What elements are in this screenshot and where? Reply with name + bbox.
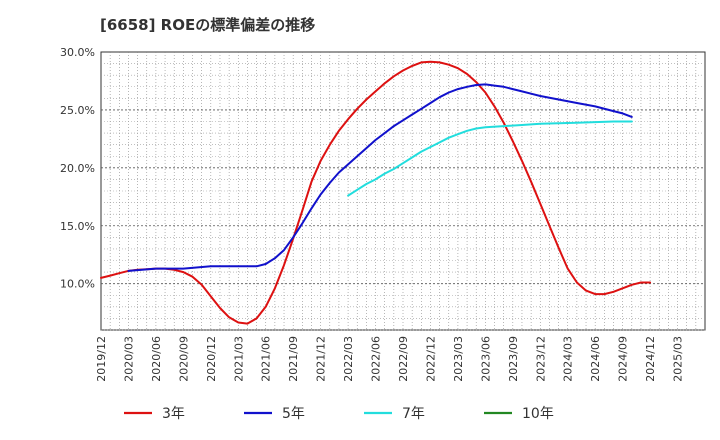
x-tick-label: 2020/12 <box>205 336 218 382</box>
series-line-7年 <box>347 120 633 197</box>
y-tick-label: 25.0% <box>60 104 95 117</box>
x-tick-label: 2024/06 <box>589 336 602 382</box>
x-tick-label: 2025/03 <box>672 336 685 382</box>
y-tick-label: 15.0% <box>60 220 95 233</box>
y-axis-ticks: 10.0% 15.0% 20.0% 25.0% 30.0% <box>60 46 95 291</box>
grid <box>101 52 705 331</box>
x-tick-label: 2022/03 <box>342 336 355 382</box>
legend-label: 10年 <box>522 406 554 422</box>
x-tick-label: 2022/09 <box>397 336 410 382</box>
x-tick-label: 2023/12 <box>534 336 547 382</box>
x-axis-ticks: 2019/12 2020/03 2020/06 2020/09 2020/12 2021/… <box>95 336 685 382</box>
x-tick-label: 2021/06 <box>260 336 273 382</box>
x-tick-label: 2021/09 <box>287 336 300 382</box>
series-layer <box>100 60 652 325</box>
x-tick-label: 2021/03 <box>232 336 245 382</box>
legend-label: 5年 <box>282 406 305 422</box>
series-line-5年 <box>127 83 633 272</box>
x-tick-label: 2023/03 <box>452 336 465 382</box>
chart-title: [6658] ROEの標準偏差の推移 <box>100 16 316 34</box>
x-tick-label: 2020/03 <box>122 336 135 382</box>
series-line-3年 <box>100 60 652 325</box>
x-tick-label: 2024/12 <box>644 336 657 382</box>
legend: 3年 5年 7年 10年 <box>124 406 554 422</box>
legend-label: 7年 <box>402 406 425 422</box>
y-tick-label: 30.0% <box>60 46 95 59</box>
x-tick-label: 2020/06 <box>150 336 163 382</box>
y-tick-label: 10.0% <box>60 278 95 291</box>
y-tick-label: 20.0% <box>60 162 95 175</box>
x-tick-label: 2023/09 <box>507 336 520 382</box>
x-tick-label: 2022/06 <box>370 336 383 382</box>
legend-label: 3年 <box>162 406 185 422</box>
x-tick-label: 2019/12 <box>95 336 108 382</box>
x-tick-label: 2024/09 <box>617 336 630 382</box>
x-tick-label: 2024/03 <box>562 336 575 382</box>
x-tick-label: 2021/12 <box>315 336 328 382</box>
x-tick-label: 2020/09 <box>177 336 190 382</box>
x-tick-label: 2022/12 <box>424 336 437 382</box>
x-tick-label: 2023/06 <box>479 336 492 382</box>
